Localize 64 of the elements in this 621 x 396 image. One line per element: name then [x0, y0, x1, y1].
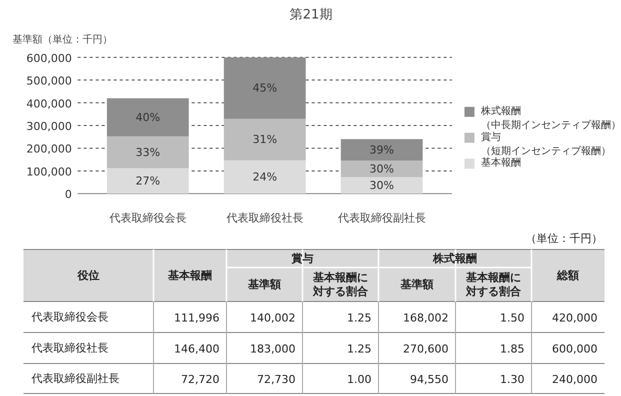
text: 基準額: [400, 278, 434, 291]
text: 72,730: [257, 373, 296, 386]
y-tick-label: 0: [64, 188, 72, 202]
text: 94,550: [410, 373, 449, 386]
text: 基本報酬に対する割合: [312, 270, 369, 298]
bar: [340, 139, 423, 161]
bar: [340, 160, 423, 178]
text: 1.85: [500, 342, 525, 356]
legend-label: 賞与（短期インセンティブ報酬）: [481, 130, 612, 158]
x-tick-label: 代表取締役副社長: [336, 212, 426, 224]
text: 168,002: [403, 312, 449, 324]
annotation: 27%: [136, 174, 160, 188]
annotation: 45%: [252, 82, 278, 95]
y-tick-label: 300,000: [26, 120, 72, 133]
x-tick-label: 代表取締役会長: [108, 212, 186, 224]
bar: [106, 98, 189, 136]
text: 600,000: [552, 342, 598, 356]
y-tick-label: 500,000: [26, 74, 72, 88]
text: 株式報酬: [432, 252, 477, 265]
text: 72,720: [181, 373, 220, 386]
annotation: 30%: [370, 162, 394, 176]
text: 代表取締役副社長: [30, 372, 120, 385]
bar: [224, 160, 306, 194]
text: 183,000: [250, 342, 296, 356]
text: 111,996: [174, 312, 220, 324]
annotation: 40%: [136, 110, 160, 124]
text: 1.00: [347, 373, 372, 386]
legend-label: 株式報酬（中長期インセンティブ報酬）: [480, 104, 621, 132]
text: 1.50: [500, 312, 525, 324]
annotation: 24%: [252, 170, 278, 184]
text: 146,400: [174, 342, 220, 356]
annotation: 31%: [252, 133, 278, 146]
annotation: 33%: [136, 146, 160, 159]
text: 代表取締役社長: [30, 342, 108, 354]
text: 総額: [556, 269, 579, 282]
annotation: 39%: [370, 143, 394, 156]
text: 1.30: [500, 373, 525, 386]
text: 基準額: [247, 278, 281, 291]
text: 140,002: [250, 312, 296, 324]
text: 1.25: [347, 342, 372, 356]
bar: [340, 177, 423, 194]
text: 代表取締役会長: [30, 310, 108, 324]
text: 賞与: [292, 252, 314, 265]
chart-title: 第21期: [290, 8, 332, 22]
bar: [106, 168, 189, 194]
text: 基本報酬: [167, 269, 212, 282]
legend-label: 基本報酬: [481, 156, 522, 169]
annotation: 30%: [370, 178, 394, 192]
y-tick-label: 600,000: [26, 52, 72, 65]
bar: [106, 136, 189, 168]
bar: [224, 118, 306, 160]
y-tick-label: 100,000: [26, 165, 72, 178]
text: 基本報酬に対する割合: [465, 270, 522, 298]
text: 420,000: [552, 312, 598, 324]
text: 役位: [76, 269, 100, 282]
y-axis-title: 基準額（単位：千円）: [12, 34, 112, 46]
y-tick-label: 200,000: [26, 142, 72, 156]
x-tick-label: 代表取締役社長: [225, 212, 304, 224]
y-tick-label: 400,000: [26, 97, 72, 110]
text: 240,000: [552, 373, 598, 386]
text: 270,600: [403, 342, 449, 356]
text: 1.25: [347, 312, 372, 324]
bar: [224, 57, 306, 119]
text: （単位：千円）: [526, 232, 602, 245]
